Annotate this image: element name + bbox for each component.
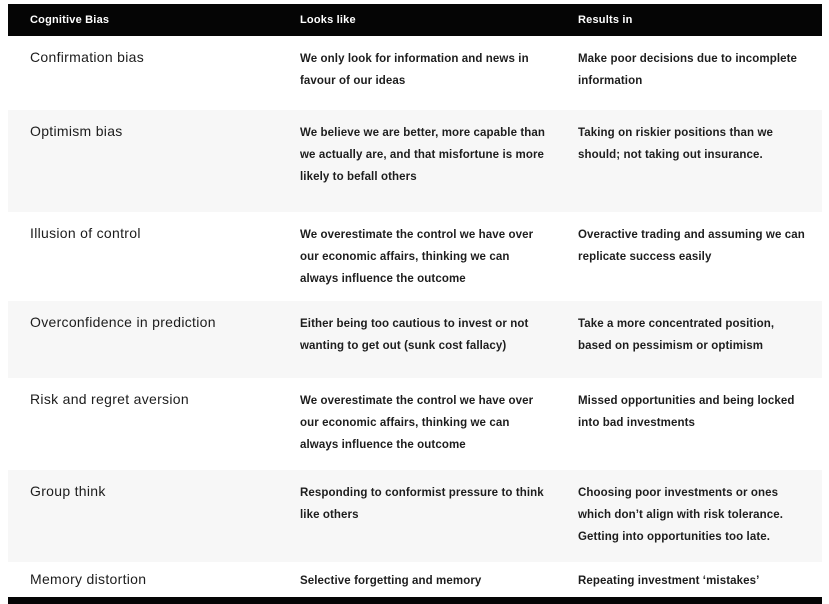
- looks-like-cell: We believe we are better, more capable t…: [300, 127, 546, 183]
- results-in-cell: Overactive trading and assuming we can r…: [578, 229, 805, 263]
- bias-cell: Risk and regret aversion: [30, 391, 189, 407]
- table-row: Memory distortion Selective forgetting a…: [8, 562, 822, 597]
- bias-cell: Group think: [30, 483, 106, 499]
- results-in-cell: Take a more concentrated position, based…: [578, 318, 775, 352]
- results-in-cell: Repeating investment ‘mistakes’: [578, 575, 760, 587]
- results-in-cell: Choosing poor investments or ones which …: [578, 487, 784, 543]
- looks-like-cell: We overestimate the control we have over…: [300, 395, 534, 451]
- table-row: Optimism bias We believe we are better, …: [8, 110, 822, 212]
- bias-cell: Memory distortion: [30, 571, 147, 587]
- looks-like-cell: We only look for information and news in…: [300, 53, 529, 87]
- table-row: Overconfidence in prediction Either bein…: [8, 301, 822, 378]
- column-header-results-in: Results in: [578, 14, 633, 26]
- column-header-looks-like: Looks like: [300, 14, 356, 26]
- results-in-cell: Taking on riskier positions than we shou…: [578, 127, 773, 161]
- results-in-cell: Make poor decisions due to incomplete in…: [578, 53, 798, 87]
- table-row: Risk and regret aversion We overestimate…: [8, 378, 822, 470]
- looks-like-cell: Selective forgetting and memory: [300, 575, 482, 587]
- bias-cell: Optimism bias: [30, 123, 123, 139]
- table-row: Confirmation bias We only look for infor…: [8, 36, 822, 110]
- column-header-cognitive-bias: Cognitive Bias: [30, 14, 110, 26]
- table-row: Group think Responding to conformist pre…: [8, 470, 822, 562]
- results-in-cell: Missed opportunities and being locked in…: [578, 395, 795, 429]
- bias-cell: Overconfidence in prediction: [30, 314, 216, 330]
- looks-like-cell: Either being too cautious to invest or n…: [300, 318, 529, 352]
- bias-cell: Illusion of control: [30, 225, 141, 241]
- table-header-row: Cognitive Bias Looks like Results in: [8, 4, 822, 36]
- looks-like-cell: We overestimate the control we have over…: [300, 229, 534, 285]
- table-row: Illusion of control We overestimate the …: [8, 212, 822, 301]
- bias-cell: Confirmation bias: [30, 49, 145, 65]
- looks-like-cell: Responding to conformist pressure to thi…: [300, 487, 544, 521]
- table-bottom-bar: [8, 597, 822, 604]
